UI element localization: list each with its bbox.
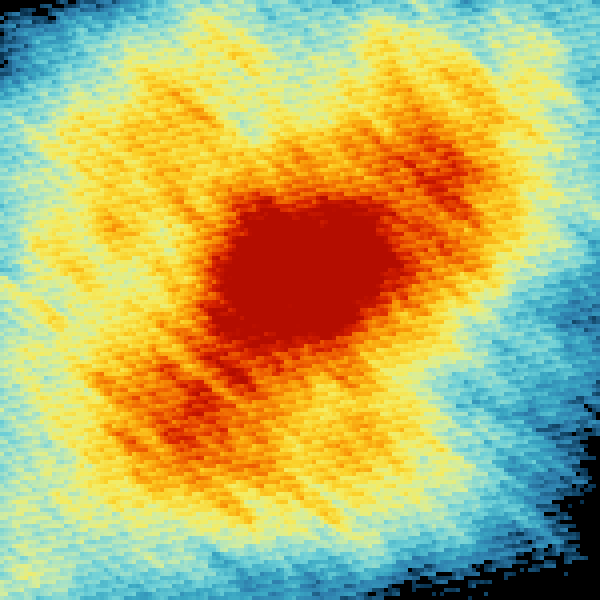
heatmap-visualization: [0, 0, 600, 600]
radar-reflectivity-canvas: [0, 0, 600, 600]
